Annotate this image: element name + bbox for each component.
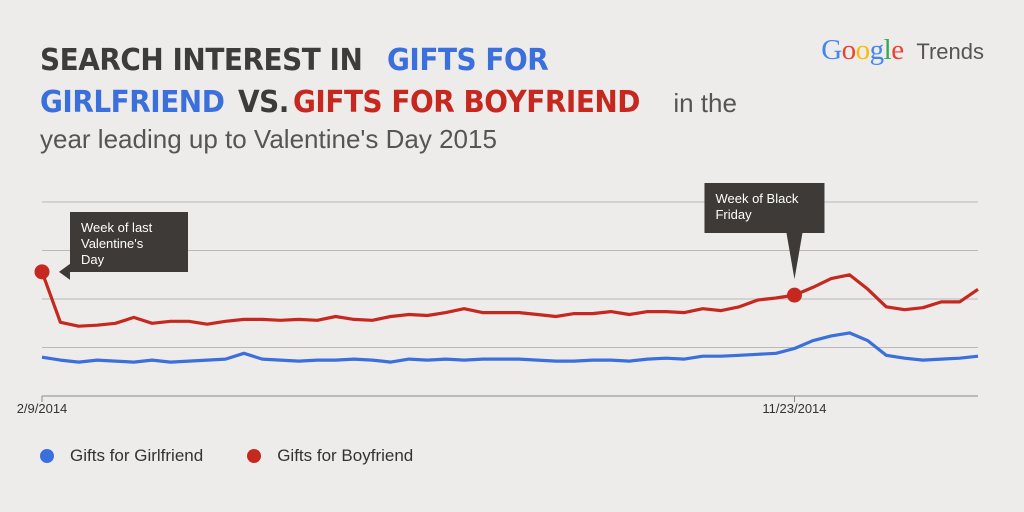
title-in-the: in the <box>666 88 737 118</box>
callout-box <box>704 183 825 233</box>
series-lines <box>40 271 979 364</box>
callout-pointer <box>786 233 803 280</box>
callout-text: Week of last <box>81 220 153 235</box>
legend-swatch-boyfriend <box>247 449 262 463</box>
callout-text: Week of Black <box>715 191 798 206</box>
legend-swatch-girlfriend <box>40 449 54 463</box>
callout-pointer <box>59 263 70 280</box>
callout-text: Friday <box>715 207 752 222</box>
trends-word: Trends <box>916 39 984 64</box>
title-girlfriend-part1: GIFTS FOR <box>386 43 549 78</box>
chart-title: SEARCH INTEREST IN GIFTS FOR GIRLFRIEND … <box>40 40 760 160</box>
series-line-boyfriend <box>40 271 979 328</box>
legend: Gifts for Girlfriend Gifts for Boyfriend <box>40 446 457 466</box>
annotation-marker <box>786 287 802 303</box>
google-logo-letter: G <box>821 34 842 66</box>
google-logo: Google <box>821 34 910 66</box>
annotation-marker <box>34 264 50 280</box>
callout-text: Valentine's <box>81 236 144 251</box>
x-tick-label: 11/23/2014 <box>762 401 826 416</box>
title-girlfriend-part2: GIRLFRIEND <box>40 85 225 120</box>
title-line-3: year leading up to Valentine's Day 2015 <box>40 124 760 160</box>
legend-item-boyfriend: Gifts for Boyfriend <box>247 446 413 466</box>
google-logo-letter: o <box>841 34 857 66</box>
legend-item-girlfriend: Gifts for Girlfriend <box>40 446 203 466</box>
legend-label-girlfriend: Gifts for Girlfriend <box>70 446 204 465</box>
title-line-1: SEARCH INTEREST IN GIFTS FOR <box>40 40 760 82</box>
title-line-2: GIRLFRIEND VS. GIFTS FOR BOYFRIEND in th… <box>40 82 760 124</box>
google-trends-logo: Google Trends <box>821 34 984 67</box>
title-subtitle: year leading up to Valentine's Day 2015 <box>40 124 497 154</box>
series-line-girlfriend <box>41 331 979 364</box>
google-logo-letter: e <box>891 34 904 66</box>
google-logo-letter: g <box>869 34 885 66</box>
google-logo-letter: l <box>883 34 892 66</box>
legend-label-boyfriend: Gifts for Boyfriend <box>277 446 414 465</box>
callout-text: Day <box>81 252 105 267</box>
title-lead: SEARCH INTEREST IN <box>40 43 363 78</box>
x-tick-label: 2/9/2014 <box>17 401 68 416</box>
x-axis: 2/9/2014 11/23/2014 <box>17 395 978 416</box>
title-vs: VS. <box>238 85 290 120</box>
title-boyfriend: GIFTS FOR BOYFRIEND <box>293 85 641 120</box>
google-logo-letter: o <box>855 34 871 66</box>
callout-box <box>70 212 188 272</box>
